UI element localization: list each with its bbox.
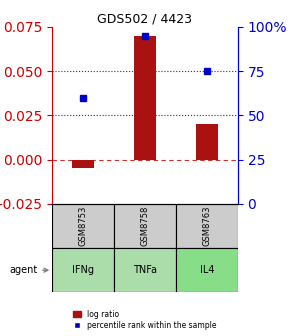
FancyBboxPatch shape xyxy=(114,204,176,248)
Text: IL4: IL4 xyxy=(200,265,214,275)
Legend: log ratio, percentile rank within the sample: log ratio, percentile rank within the sa… xyxy=(71,307,219,332)
Text: GSM8758: GSM8758 xyxy=(140,206,150,246)
Text: IFNg: IFNg xyxy=(72,265,94,275)
FancyBboxPatch shape xyxy=(176,204,238,248)
Text: GSM8753: GSM8753 xyxy=(79,206,88,246)
Text: GSM8763: GSM8763 xyxy=(202,206,211,246)
Bar xyxy=(72,160,94,168)
FancyBboxPatch shape xyxy=(52,204,114,248)
Title: GDS502 / 4423: GDS502 / 4423 xyxy=(97,13,193,26)
Text: agent: agent xyxy=(9,265,48,275)
FancyBboxPatch shape xyxy=(176,248,238,292)
Text: TNFa: TNFa xyxy=(133,265,157,275)
FancyBboxPatch shape xyxy=(114,248,176,292)
FancyBboxPatch shape xyxy=(52,248,114,292)
Bar xyxy=(134,36,156,160)
Bar xyxy=(196,124,218,160)
